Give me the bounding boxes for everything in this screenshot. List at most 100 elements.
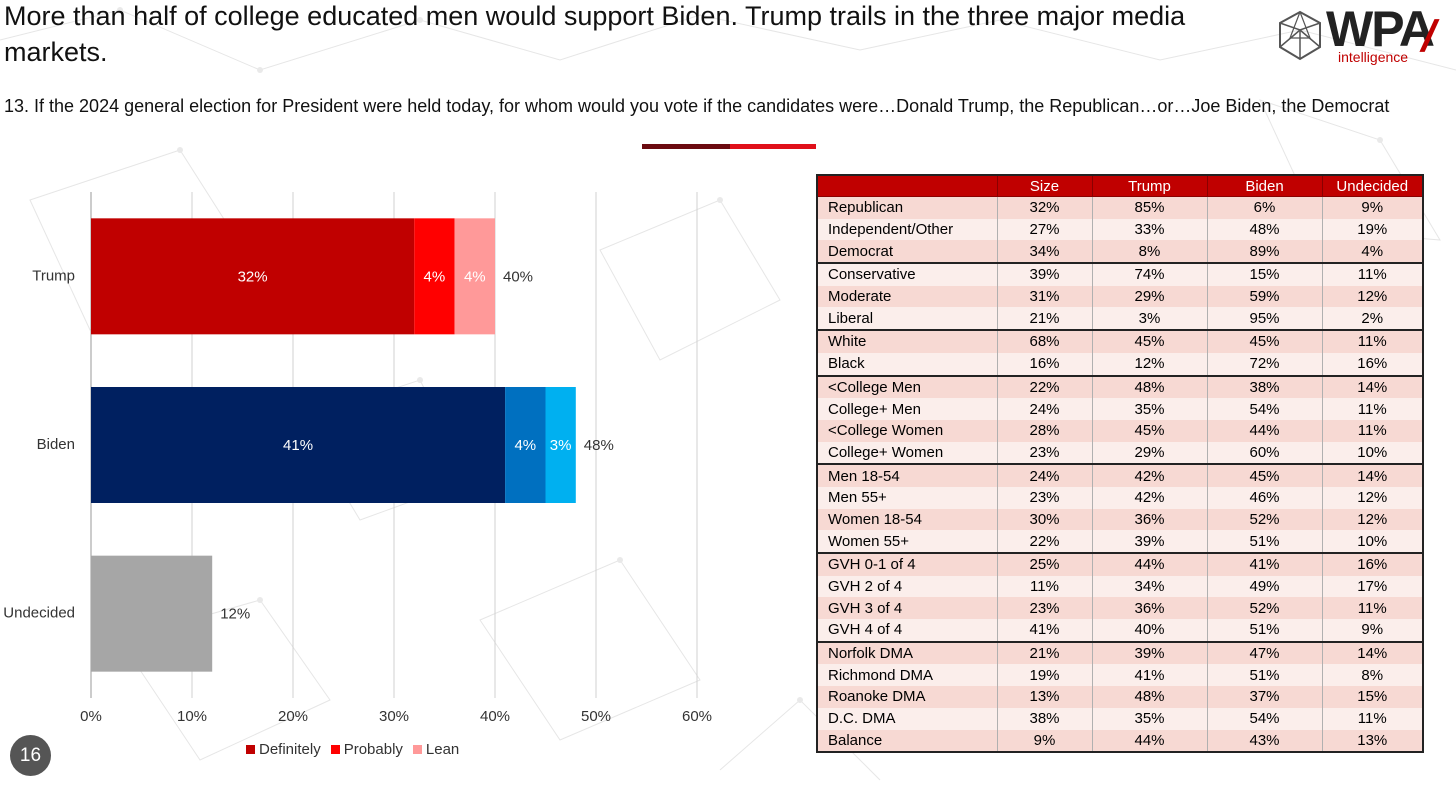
row-label: GVH 3 of 4 — [816, 597, 998, 620]
table-cell: 13% — [996, 686, 1093, 708]
table-row: White 68% 45% 45% 11% — [816, 329, 1424, 353]
table-row: <College Men 22% 48% 38% 14% — [816, 374, 1424, 399]
table-cell: 24% — [996, 463, 1093, 487]
table-cell: 19% — [996, 664, 1093, 687]
table-cell: 23% — [996, 486, 1093, 509]
table-cell: 29% — [1091, 285, 1208, 308]
data-label: 3% — [550, 437, 572, 454]
row-label: College+ Men — [816, 398, 998, 420]
logo-subtitle: intelligence — [1338, 49, 1409, 65]
table-cell: 11% — [1321, 707, 1424, 730]
table-header-row: Size Trump Biden Undecided — [816, 174, 1424, 197]
row-label: Democrat — [816, 240, 998, 264]
table-cell: 12% — [1091, 352, 1208, 376]
table-cell: 36% — [1091, 597, 1208, 620]
table-header-cell: Biden — [1206, 174, 1323, 197]
table-cell: 59% — [1206, 285, 1323, 308]
row-label: GVH 4 of 4 — [816, 619, 998, 642]
table-row: Roanoke DMA 13% 48% 37% 15% — [816, 686, 1424, 708]
table-row: College+ Men 24% 35% 54% 11% — [816, 398, 1424, 420]
table-cell: 48% — [1091, 686, 1208, 708]
table-cell: 16% — [1321, 552, 1424, 576]
row-label: Men 55+ — [816, 486, 998, 509]
table-cell: 45% — [1206, 329, 1323, 353]
category-label-undecided: Undecided — [3, 605, 75, 622]
bar-segment-definitely — [91, 555, 213, 672]
table-cell: 32% — [996, 196, 1093, 219]
table-row: Democrat 34% 8% 89% 4% — [816, 240, 1424, 264]
table-cell: 14% — [1321, 640, 1424, 665]
table-row: Balance 9% 44% 43% 13% — [816, 729, 1424, 753]
row-label: Men 18-54 — [816, 463, 998, 487]
table-cell: 85% — [1091, 196, 1208, 219]
table-cell: 54% — [1206, 398, 1323, 420]
table-row: Richmond DMA 19% 41% 51% 8% — [816, 664, 1424, 687]
row-label: Women 18-54 — [816, 508, 998, 531]
table-cell: 72% — [1206, 352, 1323, 376]
bar-segment-probably — [414, 218, 455, 335]
table-cell: 14% — [1321, 374, 1424, 399]
legend-swatch-probably — [330, 745, 340, 754]
table-cell: 17% — [1321, 575, 1424, 598]
table-cell: 35% — [1091, 398, 1208, 420]
table-cell: 41% — [1206, 552, 1323, 576]
data-label: 32% — [238, 268, 268, 285]
row-label: Black — [816, 352, 998, 376]
legend-item-definitely: Definitely — [246, 741, 321, 758]
table-row: <College Women 28% 45% 44% 11% — [816, 419, 1424, 442]
table-cell: 11% — [1321, 419, 1424, 442]
row-label: Roanoke DMA — [816, 686, 998, 708]
ballot-bar-chart: 0% 10% 20% 30% 40% 50% 60% Trump 32% 4% 4% 40% Biden… — [3, 192, 712, 725]
table-cell: 11% — [1321, 597, 1424, 620]
bar-segment-probably — [505, 387, 546, 503]
legend-label-probably: Probably — [343, 741, 403, 758]
table-cell: 15% — [1206, 262, 1323, 286]
table-cell: 45% — [1091, 329, 1208, 353]
bar-segment-lean — [454, 218, 495, 335]
table-cell: 8% — [1091, 240, 1208, 264]
table-cell: 4% — [1321, 240, 1424, 264]
table-cell: 11% — [996, 575, 1093, 598]
table-cell: 10% — [1321, 441, 1424, 465]
table-row: Norfolk DMA 21% 39% 47% 14% — [816, 640, 1424, 665]
table-cell: 22% — [996, 530, 1093, 553]
row-label: Liberal — [816, 307, 998, 331]
table-cell: 39% — [996, 262, 1093, 286]
table-cell: 51% — [1206, 530, 1323, 553]
table-cell: 95% — [1206, 307, 1323, 331]
table-cell: 11% — [1321, 329, 1424, 353]
table-cell: 49% — [1206, 575, 1323, 598]
table-row: Republican 32% 85% 6% 9% — [816, 196, 1424, 219]
table-cell: 11% — [1321, 262, 1424, 286]
row-label: <College Men — [816, 374, 998, 399]
table-cell: 24% — [996, 398, 1093, 420]
row-label: Moderate — [816, 285, 998, 308]
table-row: Women 55+ 22% 39% 51% 10% — [816, 530, 1424, 553]
table-row: Moderate 31% 29% 59% 12% — [816, 285, 1424, 308]
table-cell: 68% — [996, 329, 1093, 353]
table-cell: 47% — [1206, 640, 1323, 665]
table-row: GVH 4 of 4 41% 40% 51% 9% — [816, 619, 1424, 642]
row-label: Conservative — [816, 262, 998, 286]
table-row: Women 18-54 30% 36% 52% 12% — [816, 508, 1424, 531]
table-cell: 3% — [1091, 307, 1208, 331]
legend-item-probably: Probably — [330, 741, 403, 758]
x-tick-label: 50% — [581, 708, 611, 725]
crosstab-table: Size Trump Biden Undecided Republican 32%… — [816, 174, 1424, 754]
logo-wordmark: WPA — [1326, 1, 1435, 57]
table-cell: 44% — [1091, 729, 1208, 753]
category-label-biden: Biden — [37, 436, 75, 453]
table-cell: 33% — [1091, 218, 1208, 241]
table-cell: 29% — [1091, 441, 1208, 465]
x-tick-label: 20% — [278, 708, 308, 725]
table-cell: 39% — [1091, 640, 1208, 665]
table-cell: 37% — [1206, 686, 1323, 708]
table-row: Black 16% 12% 72% 16% — [816, 352, 1424, 376]
row-label: Balance — [816, 729, 998, 753]
x-tick-label: 0% — [80, 708, 102, 725]
table-header-cell: Undecided — [1321, 174, 1424, 197]
table-cell: 16% — [1321, 352, 1424, 376]
table-cell: 42% — [1091, 463, 1208, 487]
data-label: 4% — [424, 268, 446, 285]
table-cell: 38% — [1206, 374, 1323, 399]
